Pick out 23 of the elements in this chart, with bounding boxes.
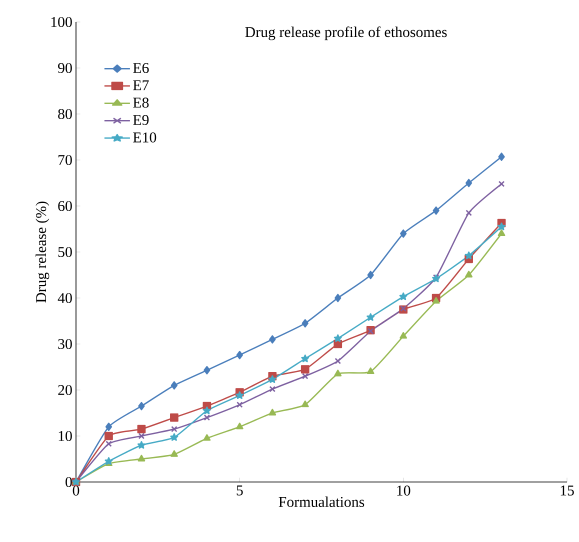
x-tick-label: 0 <box>72 486 80 496</box>
y-tick-label: 40 <box>58 292 72 304</box>
legend-label: E10 <box>133 132 156 142</box>
y-tick-label: 80 <box>58 108 72 120</box>
legend-label: E7 <box>133 80 149 90</box>
y-tick-label: 50 <box>58 246 72 258</box>
y-tick-label: 70 <box>58 154 72 166</box>
y-tick-label: 90 <box>58 62 72 74</box>
y-tick-label: 30 <box>58 338 72 350</box>
x-tick-label: 10 <box>397 486 410 496</box>
x-tick-label: 5 <box>236 486 243 496</box>
y-tick-label: 10 <box>58 430 72 442</box>
chart-title: Drug release profile of ethosomes <box>245 26 447 40</box>
y-tick-label: 100 <box>51 16 72 28</box>
y-tick-label: 0 <box>66 476 72 488</box>
legend-label: E8 <box>133 98 149 108</box>
x-axis-title: Formualations <box>278 496 364 507</box>
legend-label: E6 <box>133 62 149 74</box>
legend-label: E9 <box>133 115 149 126</box>
y-tick-label: 20 <box>58 384 72 396</box>
y-tick-label: 60 <box>58 200 72 212</box>
x-tick-label: 15 <box>560 486 574 496</box>
y-axis-title: Drug release (%) <box>36 202 50 303</box>
